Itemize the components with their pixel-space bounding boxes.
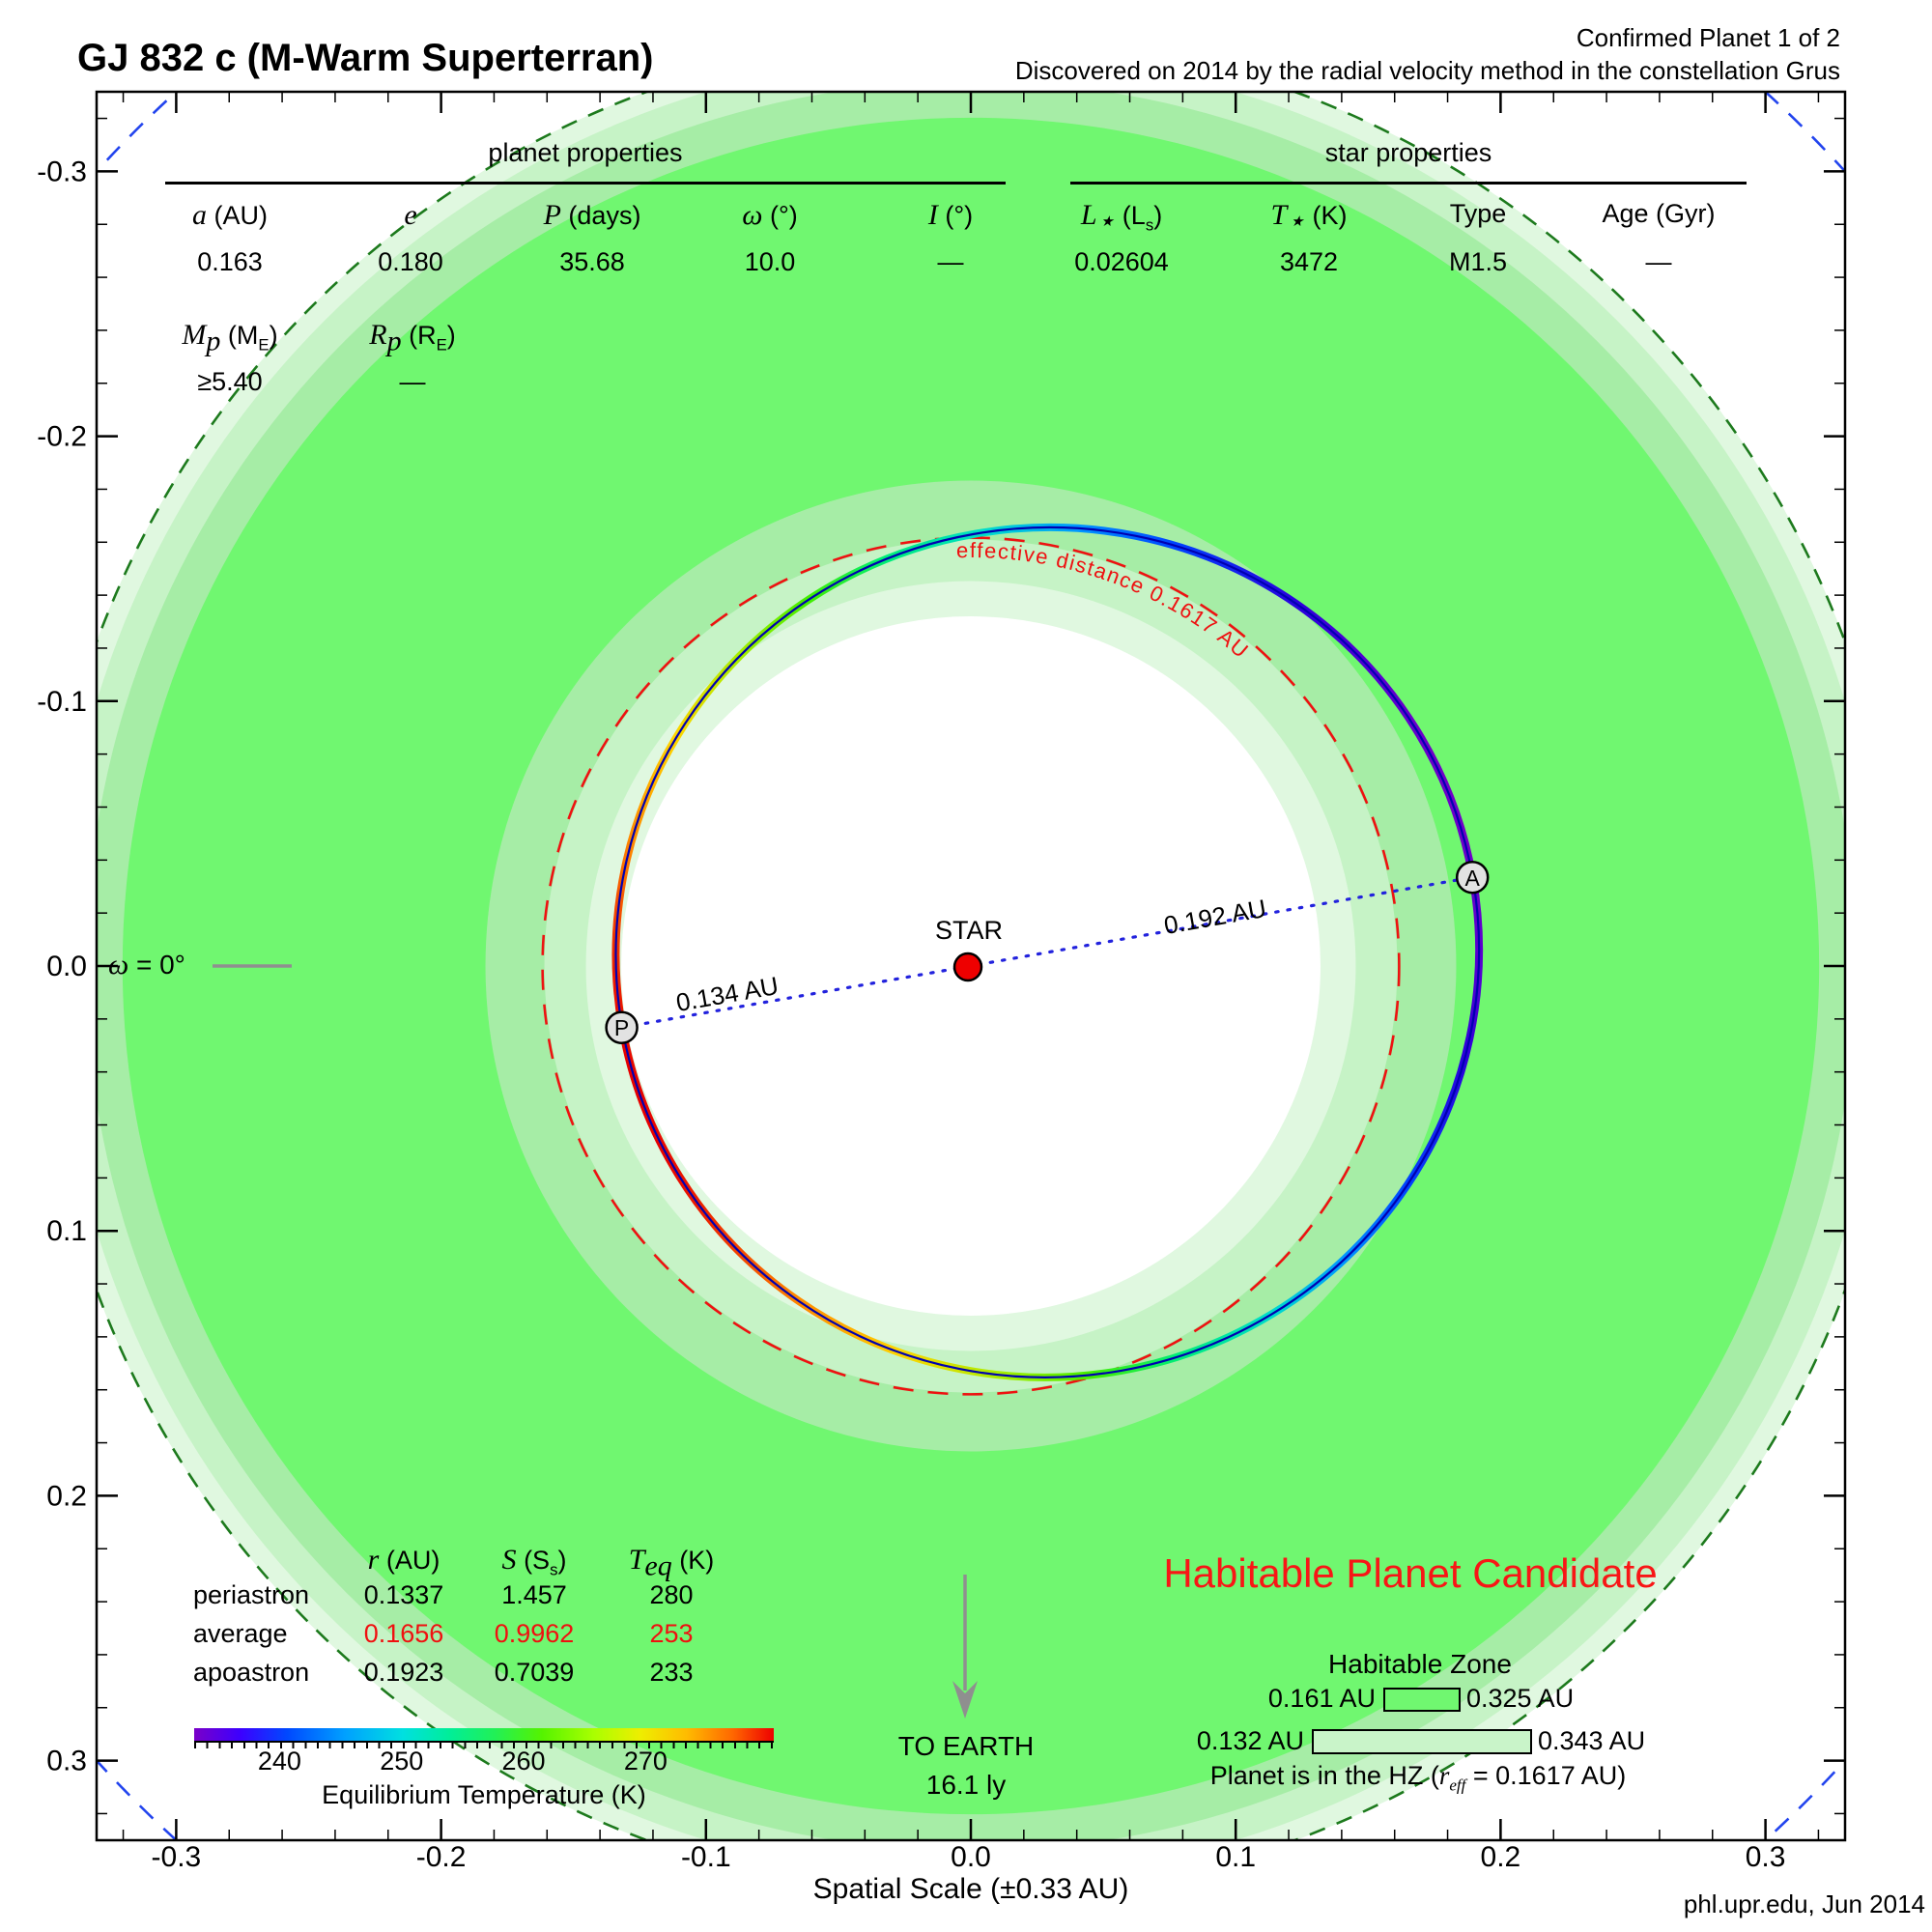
periastron-marker: P	[605, 1010, 639, 1044]
star-dot	[952, 952, 983, 982]
axis-labels: -0.3 0.3 -0.2 0.2 -0.1 0.1 0.0 0.0 0.1 -0.1 0.2 -0.…	[37, 156, 1785, 1873]
hz-optimistic-bar	[1312, 1729, 1532, 1754]
property-value: 10.0	[744, 247, 796, 276]
x-axis-tick-label: -0.2	[416, 1841, 467, 1873]
x-axis-tick-label: -0.1	[681, 1841, 731, 1873]
x-axis-tick-label: 0.3	[1746, 1841, 1786, 1873]
property-header: Age (Gyr)	[1602, 199, 1716, 228]
distance-table-header: S (Ss)	[501, 1544, 567, 1579]
distance-table-row-label: periastron	[193, 1580, 310, 1609]
property-value: —	[1645, 247, 1672, 276]
distance-table-cell: 280	[649, 1580, 694, 1609]
property-value: 0.02604	[1074, 247, 1169, 276]
omega-symbol: ω	[108, 949, 129, 980]
property-value: 0.163	[197, 247, 263, 276]
planet-properties-rule	[165, 182, 1006, 185]
y-axis-tick-label: -0.3	[37, 156, 87, 187]
hz-conservative-bar	[1383, 1688, 1461, 1712]
to-earth-label: TO EARTH	[897, 1731, 1035, 1761]
habitable-candidate-banner: Habitable Planet Candidate	[1163, 1550, 1658, 1596]
colorbar-title: Equilibrium Temperature (K)	[322, 1780, 646, 1809]
property-header: Type	[1449, 199, 1507, 228]
property-header: P (days)	[543, 199, 641, 231]
distance-table-header: Teq (K)	[628, 1544, 715, 1582]
colorbar-minor-ticks	[194, 1743, 774, 1748]
apoastron-marker: A	[1455, 860, 1490, 895]
x-axis-tick-label: -0.3	[152, 1841, 202, 1873]
colorbar-tick-label: 240	[257, 1747, 301, 1776]
temperature-colorbar	[194, 1728, 774, 1743]
planet-properties-title: planet properties	[488, 138, 683, 167]
property-value: —	[399, 367, 426, 396]
property-header: Mp (ME)	[182, 319, 278, 357]
distance-table-cell: 0.7039	[494, 1658, 575, 1687]
axis-ticks	[97, 92, 1845, 1840]
star-properties-rule	[1070, 182, 1747, 185]
y-axis-tick-label: 0.2	[46, 1480, 87, 1512]
x-axis-tick-label: 0.2	[1481, 1841, 1521, 1873]
property-value: —	[937, 247, 964, 276]
star-label: STAR	[935, 916, 1003, 945]
x-axis-tick-label: 0.0	[951, 1841, 991, 1873]
spatial-scale-label: Spatial Scale (±0.33 AU)	[812, 1873, 1129, 1905]
property-header: e	[404, 199, 417, 231]
discovery-subtitle: Discovered on 2014 by the radial velocit…	[1014, 56, 1840, 85]
property-value: 3472	[1279, 247, 1339, 276]
distance-table-cell: 0.1923	[363, 1658, 444, 1687]
y-axis-tick-label: 0.0	[46, 951, 87, 982]
planet-in-hz-note: Planet is in the HZ (reff = 0.1617 AU)	[1209, 1761, 1627, 1795]
colorbar-tick-label: 260	[501, 1747, 546, 1776]
property-header: I (°)	[927, 199, 974, 231]
property-header: a (AU)	[191, 199, 269, 231]
svg-text:A: A	[1465, 866, 1481, 891]
y-axis-tick-label: -0.1	[37, 686, 87, 718]
distance-table-row-label: apoastron	[193, 1658, 310, 1687]
property-header: Rp (RE)	[369, 319, 456, 357]
property-header: T⋆ (K)	[1270, 199, 1348, 238]
distance-table-header: r (AU)	[367, 1544, 440, 1576]
property-value: ≥5.40	[197, 367, 263, 396]
svg-text:P: P	[614, 1015, 629, 1040]
apsidal-dotted-line	[619, 875, 1474, 1030]
plot-frame	[95, 90, 1847, 1842]
habitable-zone-legend-title: Habitable Zone	[1328, 1649, 1512, 1679]
distance-table-cell: 0.1656	[363, 1619, 444, 1648]
property-header: L⋆ (Ls)	[1080, 199, 1163, 238]
y-axis-tick-label: 0.3	[46, 1746, 87, 1777]
hz-optimistic-outer-label: 0.343 AU	[1538, 1726, 1646, 1755]
earth-distance-label: 16.1 ly	[925, 1770, 1007, 1800]
star-properties-title: star properties	[1324, 138, 1492, 167]
distance-table-cell: 0.9962	[494, 1619, 575, 1648]
distance-table-cell: 1.457	[501, 1580, 567, 1609]
omega-zero-label: ω = 0°	[108, 949, 185, 980]
property-value: 35.68	[559, 247, 625, 276]
distance-table-cell: 253	[649, 1619, 694, 1648]
hz-optimistic-inner-label: 0.132 AU	[1196, 1726, 1304, 1755]
to-earth-arrow-head	[952, 1681, 978, 1719]
confirmed-planet-label: Confirmed Planet 1 of 2	[1576, 23, 1840, 52]
property-value: 0.180	[378, 247, 443, 276]
colorbar-tick-label: 250	[380, 1747, 424, 1776]
property-header: ω (°)	[742, 199, 798, 231]
distance-table-cell: 0.1337	[363, 1580, 444, 1609]
page-title: GJ 832 c (M-Warm Superterran)	[77, 37, 654, 79]
property-value: M1.5	[1448, 247, 1508, 276]
y-axis-tick-label: -0.2	[37, 421, 87, 453]
colorbar-tick-label: 270	[623, 1747, 668, 1776]
distance-table-cell: 233	[649, 1658, 694, 1687]
hz-conservative-outer-label: 0.325 AU	[1466, 1684, 1575, 1713]
distance-table-row-label: average	[193, 1619, 288, 1648]
credit-label: phl.upr.edu, Jun 2014	[1683, 1889, 1925, 1918]
y-axis-tick-label: 0.1	[46, 1215, 87, 1247]
hz-conservative-inner-label: 0.161 AU	[1267, 1684, 1376, 1713]
x-axis-tick-label: 0.1	[1215, 1841, 1256, 1873]
